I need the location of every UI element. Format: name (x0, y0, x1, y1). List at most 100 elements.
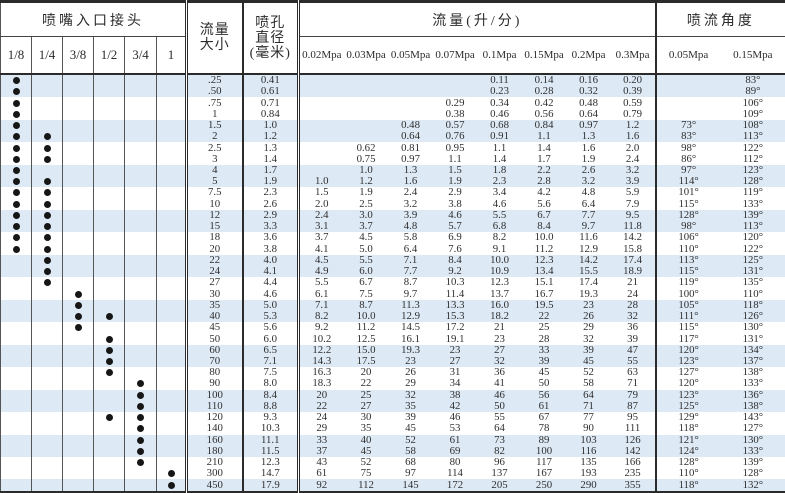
inlet-dot-cell (62, 164, 94, 177)
inlet-dot-cell (124, 400, 157, 413)
inlet-dot-cell (155, 322, 187, 334)
flow-rate-value: 55 (494, 412, 505, 424)
inlet-dot-cell (155, 288, 187, 300)
spray-angle-value: 118° (654, 479, 721, 492)
inlet-dot-cell (62, 333, 94, 345)
inlet-dot-cell (124, 232, 157, 244)
spray-angle-value: 100° (654, 288, 721, 300)
flow-size-value: 90 (185, 378, 243, 390)
flow-rate-value: 0.75 (356, 153, 376, 165)
inlet-dot-cell (93, 288, 125, 300)
flow-rate-value: 4.8 (403, 221, 418, 233)
flow-rate-value (297, 108, 344, 120)
flow-rate-value: 2.2 (537, 164, 551, 176)
spray-angle-value: 133° (742, 198, 764, 210)
inlet-fitting-header: 喷嘴入口接头 (0, 1, 187, 37)
spray-angle-value: 115° (654, 322, 721, 334)
flow-rate-value (344, 120, 389, 131)
inlet-dot-cell (31, 277, 63, 289)
inlet-dot-cell (93, 108, 125, 120)
table-row: 7.5 2.3 1.5 1.9 2.4 2.9 3.4 4.2 4.8 5.9 101° 119° (1, 187, 785, 199)
table-row: 30 4.6 6.1 7.5 9.7 11.4 13.7 16.7 19.3 24 100° 110° (1, 288, 785, 300)
orifice-diameter-value: 14.7 (241, 468, 299, 480)
flow-rate-value: 1.0 (359, 164, 373, 176)
flow-rate-value: 27 (360, 400, 372, 412)
inlet-dot-cell (124, 367, 157, 379)
table-row: 10 2.6 2.0 2.5 3.2 3.8 4.6 5.6 6.4 7.9 115° 133° (1, 198, 785, 210)
angle-pressure-col-1: 0.15Mpa (720, 36, 785, 75)
flow-rate-value: 96 (494, 456, 505, 469)
flow-rate-value: 9.1 (492, 243, 507, 255)
inlet-dot-cell (155, 333, 187, 345)
inlet-dot-cell (93, 266, 125, 278)
flow-rate-value (297, 119, 344, 132)
flow-size-value: 15 (185, 221, 243, 233)
flow-rate-value: 28 (538, 333, 550, 345)
flow-rate-value: 9.2 (297, 322, 344, 334)
flow-rate-value: 32 (583, 333, 594, 345)
flow-rate-value: 1.9 (359, 187, 373, 199)
flow-rate-value: 24 (627, 288, 638, 300)
spray-angle-value: 143° (742, 412, 764, 424)
table-row: 100 8.4 20 25 32 38 46 56 64 79 123° 136° (0, 389, 785, 401)
inlet-dot-cell (93, 153, 125, 165)
inlet-dot-cell (62, 423, 94, 435)
flow-rate-value: 5.5 (492, 209, 507, 221)
flow-rate-value: 4.5 (359, 232, 373, 244)
spray-angle-value: 117° (654, 333, 721, 345)
inlet-dot-cell (1, 345, 32, 356)
flow-rate-value: 29 (405, 378, 416, 390)
flow-rate-value: 0.28 (534, 86, 554, 98)
flow-rate-value: 19.5 (534, 299, 554, 311)
inlet-dot-cell (93, 423, 125, 435)
flow-rate-value: 17.2 (445, 322, 465, 334)
flow-size-value: 100 (185, 389, 243, 401)
spray-angle-value: 98° (654, 142, 721, 154)
flow-rate-value (389, 97, 433, 108)
orifice-diameter-value: 17.9 (241, 479, 299, 492)
inlet-dot-cell (124, 176, 157, 188)
inlet-dot-cell (155, 344, 187, 356)
inlet-dot-cell (1, 479, 32, 492)
inlet-dot-cell (31, 142, 63, 154)
flow-rate-value: 112 (358, 479, 374, 491)
flow-rate-value: 3.2 (581, 176, 596, 188)
orifice-diameter-value: 6.5 (241, 344, 299, 356)
flow-rate-value: 0.11 (490, 74, 509, 87)
inlet-dot-cell (62, 198, 94, 210)
inlet-dot-cell (93, 221, 125, 233)
flow-rate-value: 75 (360, 468, 372, 480)
inlet-dot-cell (93, 198, 125, 210)
spray-angle-value: 108° (742, 119, 764, 132)
spray-angle-value: 138° (742, 400, 764, 412)
inlet-dot-cell (31, 164, 63, 177)
inlet-dot-cell (124, 412, 157, 424)
flow-rate-value: 0.97 (579, 119, 598, 132)
flow-size-value: 12 (185, 209, 243, 222)
flow-size-value: 7.5 (185, 187, 243, 199)
flow-pressure-col-2: 0.05Mpa (388, 36, 433, 75)
inlet-dot-cell (1, 120, 32, 131)
flow-rate-value: 58 (583, 378, 594, 390)
inlet-dot-cell (1, 232, 32, 243)
inlet-dot-cell (155, 456, 187, 469)
flow-rate-value (344, 74, 389, 86)
flow-rate-value: 63 (627, 367, 638, 379)
inlet-dot-cell (124, 277, 157, 289)
flow-rate-value: 7.7 (403, 266, 418, 278)
orifice-diameter-value: 9.3 (241, 412, 299, 424)
table-row: 70 7.1 14.3 17.5 23 27 32 39 45 55 123° 137° (0, 355, 785, 368)
inlet-dot-cell (62, 389, 94, 401)
flow-rate-value: 17.4 (579, 277, 598, 289)
flow-rate-value: 39 (405, 412, 416, 424)
flow-rate-value: 4.6 (492, 198, 507, 210)
flow-rate-value: 2.5 (359, 198, 373, 210)
inlet-dot-cell (31, 456, 63, 469)
flow-rate-value: 1.2 (625, 119, 640, 132)
flow-pressure-col-4: 0.1Mpa (477, 36, 522, 75)
inlet-dot-cell (93, 445, 125, 457)
flow-rate-value: 3.9 (403, 209, 418, 221)
flow-rate-value: 3.8 (448, 198, 462, 210)
table-body: .25 0.41 0.11 0.14 0.16 0.20 83° .50 0.61 0.23 0.2… (0, 74, 785, 492)
